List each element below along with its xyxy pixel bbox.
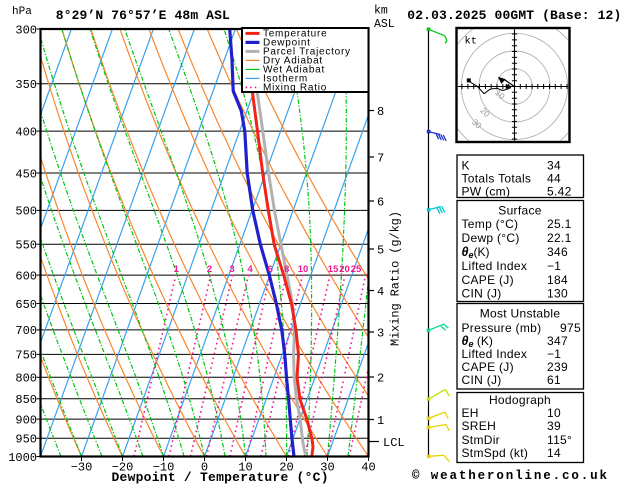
svg-text:Temp (°C): Temp (°C) bbox=[462, 217, 519, 231]
svg-text:θe(K): θe(K) bbox=[462, 245, 490, 260]
svg-text:Temperature: Temperature bbox=[263, 29, 327, 40]
svg-text:500: 500 bbox=[15, 205, 37, 219]
svg-text:Dry Adiabat: Dry Adiabat bbox=[263, 56, 323, 67]
svg-text:Dewp (°C): Dewp (°C) bbox=[462, 231, 520, 245]
svg-text:975: 975 bbox=[560, 321, 581, 335]
svg-text:39: 39 bbox=[547, 419, 561, 433]
svg-text:0: 0 bbox=[201, 460, 208, 474]
svg-text:−1: −1 bbox=[547, 347, 561, 361]
svg-text:239: 239 bbox=[547, 360, 568, 374]
svg-text:30: 30 bbox=[320, 460, 334, 474]
svg-text:ASL: ASL bbox=[374, 18, 395, 31]
svg-text:750: 750 bbox=[15, 349, 37, 363]
svg-text:20: 20 bbox=[279, 460, 293, 474]
svg-text:Lifted Index: Lifted Index bbox=[462, 347, 528, 361]
svg-text:EH: EH bbox=[462, 406, 479, 420]
svg-text:900: 900 bbox=[15, 413, 37, 427]
svg-text:Mixing Ratio (g/kg): Mixing Ratio (g/kg) bbox=[389, 211, 403, 346]
svg-text:20: 20 bbox=[339, 264, 350, 275]
svg-text:5.42: 5.42 bbox=[547, 185, 572, 199]
svg-text:8: 8 bbox=[284, 264, 289, 275]
svg-text:hPa: hPa bbox=[12, 6, 32, 18]
svg-text:Dewpoint: Dewpoint bbox=[263, 38, 311, 49]
svg-text:22.1: 22.1 bbox=[547, 231, 572, 245]
svg-text:Parcel Trajectory: Parcel Trajectory bbox=[263, 47, 351, 58]
svg-text:184: 184 bbox=[547, 273, 568, 287]
svg-text:Surface: Surface bbox=[498, 204, 541, 218]
svg-text:K: K bbox=[462, 159, 470, 173]
svg-text:CIN (J): CIN (J) bbox=[462, 373, 502, 387]
svg-text:Totals Totals: Totals Totals bbox=[462, 172, 532, 186]
svg-text:450: 450 bbox=[15, 167, 37, 181]
svg-text:© weatheronline.co.uk: © weatheronline.co.uk bbox=[412, 469, 607, 483]
svg-text:3: 3 bbox=[229, 264, 234, 275]
svg-text:kt: kt bbox=[465, 36, 478, 48]
svg-text:Lifted Index: Lifted Index bbox=[462, 259, 528, 273]
svg-text:StmDir: StmDir bbox=[462, 433, 500, 447]
svg-text:650: 650 bbox=[15, 298, 37, 312]
svg-text:7: 7 bbox=[377, 151, 384, 165]
svg-text:CIN (J): CIN (J) bbox=[462, 287, 502, 301]
svg-text:700: 700 bbox=[15, 324, 37, 338]
svg-text:−10: −10 bbox=[153, 460, 175, 474]
svg-text:CAPE (J): CAPE (J) bbox=[462, 273, 514, 287]
svg-text:25.1: 25.1 bbox=[547, 217, 572, 231]
svg-text:350: 350 bbox=[15, 78, 37, 92]
svg-text:1000: 1000 bbox=[8, 451, 37, 465]
svg-text:115°: 115° bbox=[547, 433, 572, 447]
svg-text:8°29’N 76°57’E 48m ASL: 8°29’N 76°57’E 48m ASL bbox=[56, 8, 230, 23]
svg-text:10: 10 bbox=[238, 460, 252, 474]
svg-text:6: 6 bbox=[268, 264, 273, 275]
svg-text:6: 6 bbox=[377, 195, 384, 209]
svg-text:Pressure (mb): Pressure (mb) bbox=[462, 321, 542, 335]
svg-text:4: 4 bbox=[247, 264, 253, 275]
svg-text:550: 550 bbox=[15, 239, 37, 253]
svg-text:02.03.2025 00GMT (Base: 12): 02.03.2025 00GMT (Base: 12) bbox=[407, 8, 621, 23]
svg-text:25: 25 bbox=[351, 264, 362, 275]
svg-text:2: 2 bbox=[207, 264, 212, 275]
svg-text:StmSpd (kt): StmSpd (kt) bbox=[462, 446, 529, 460]
svg-text:800: 800 bbox=[15, 372, 37, 386]
svg-text:4: 4 bbox=[377, 285, 384, 299]
svg-text:−20: −20 bbox=[112, 460, 134, 474]
svg-text:400: 400 bbox=[15, 125, 37, 139]
svg-text:600: 600 bbox=[15, 269, 37, 283]
svg-text:347: 347 bbox=[547, 334, 568, 348]
svg-text:Wet Adiabat: Wet Adiabat bbox=[263, 65, 325, 76]
svg-text:Isotherm: Isotherm bbox=[263, 74, 308, 85]
svg-text:Mixing Ratio: Mixing Ratio bbox=[263, 83, 327, 94]
svg-text:14: 14 bbox=[547, 446, 561, 460]
svg-text:1: 1 bbox=[174, 264, 180, 275]
svg-text:Most Unstable: Most Unstable bbox=[480, 307, 561, 321]
svg-text:−1: −1 bbox=[547, 259, 561, 273]
svg-text:km: km bbox=[374, 5, 388, 18]
svg-text:850: 850 bbox=[15, 393, 37, 407]
svg-text:10: 10 bbox=[547, 406, 561, 420]
svg-text:3: 3 bbox=[377, 326, 384, 340]
svg-text:Dewpoint / Temperature (°C): Dewpoint / Temperature (°C) bbox=[112, 470, 329, 485]
svg-text:Hodograph: Hodograph bbox=[489, 393, 551, 407]
svg-text:5: 5 bbox=[377, 243, 384, 257]
svg-text:2: 2 bbox=[377, 371, 384, 385]
svg-text:LCL: LCL bbox=[383, 436, 405, 450]
svg-text:1: 1 bbox=[377, 414, 384, 428]
svg-text:950: 950 bbox=[15, 433, 37, 447]
svg-text:15: 15 bbox=[328, 264, 339, 275]
svg-text:10: 10 bbox=[298, 264, 309, 275]
svg-text:CAPE (J): CAPE (J) bbox=[462, 360, 514, 374]
svg-text:40: 40 bbox=[361, 460, 375, 474]
svg-text:130: 130 bbox=[547, 287, 568, 301]
svg-text:−30: −30 bbox=[71, 460, 93, 474]
svg-text:61: 61 bbox=[547, 373, 561, 387]
svg-text:34: 34 bbox=[547, 159, 561, 173]
svg-text:346: 346 bbox=[547, 245, 568, 259]
svg-text:300: 300 bbox=[15, 23, 37, 37]
svg-text:SREH: SREH bbox=[462, 419, 497, 433]
svg-text:PW (cm): PW (cm) bbox=[462, 185, 511, 199]
svg-text:θe (K): θe (K) bbox=[462, 334, 493, 349]
svg-text:44: 44 bbox=[547, 172, 561, 186]
svg-text:8: 8 bbox=[377, 105, 384, 119]
